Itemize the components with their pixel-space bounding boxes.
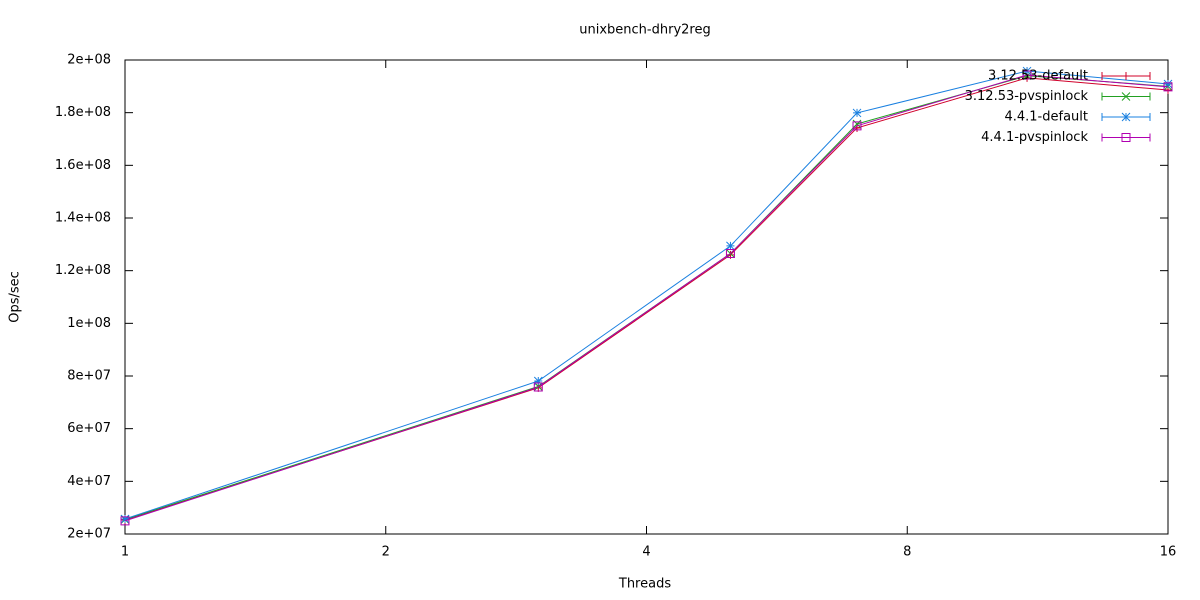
- series-line: [124, 70, 1169, 520]
- y-tick-label: 2e+07: [67, 527, 111, 542]
- y-tick-label: 1e+08: [67, 316, 111, 331]
- x-axis-label: Threads: [618, 577, 671, 592]
- y-tick-label: 4e+07: [67, 474, 111, 489]
- y-axis-label: Ops/sec: [8, 271, 23, 323]
- point: [1163, 79, 1173, 89]
- point: [533, 376, 543, 386]
- y-tick-label: 6e+07: [67, 421, 111, 436]
- x-tick-label: 2: [382, 545, 390, 560]
- point: [120, 514, 130, 524]
- point: [120, 516, 130, 526]
- point: [852, 119, 862, 129]
- point: [1022, 70, 1032, 80]
- legend-label: 3.12.53-pvspinlock: [965, 89, 1089, 104]
- legend-label: 4.4.1-default: [1004, 110, 1088, 125]
- chart-title: unixbench-dhry2reg: [579, 23, 710, 38]
- point: [1163, 82, 1173, 92]
- x-tick-label: 8: [903, 545, 911, 560]
- legend-marker: [1122, 72, 1130, 80]
- y-tick-label: 1.6e+08: [55, 158, 111, 173]
- point: [852, 108, 862, 118]
- y-tick-label: 1.8e+08: [55, 105, 111, 120]
- y-tick-label: 1.4e+08: [55, 211, 111, 226]
- series-line: [124, 74, 1169, 522]
- y-tick-label: 2e+08: [67, 53, 111, 68]
- point: [533, 382, 543, 392]
- x-tick-label: 1: [121, 545, 129, 560]
- x-tick-label: 4: [642, 545, 650, 560]
- legend-label: 3.12.53-default: [988, 69, 1088, 84]
- legend-marker: [1121, 92, 1131, 101]
- series-line: [124, 75, 1169, 520]
- series-line: [124, 77, 1169, 521]
- point: [852, 121, 862, 131]
- legend-marker: [1121, 133, 1131, 142]
- legend-label: 4.4.1-pvspinlock: [981, 130, 1088, 145]
- y-tick-label: 8e+07: [67, 369, 111, 384]
- y-tick-label: 1.2e+08: [55, 263, 111, 278]
- x-tick-label: 16: [1160, 545, 1177, 560]
- point: [726, 241, 735, 251]
- point: [725, 249, 735, 259]
- legend-marker: [1121, 112, 1131, 122]
